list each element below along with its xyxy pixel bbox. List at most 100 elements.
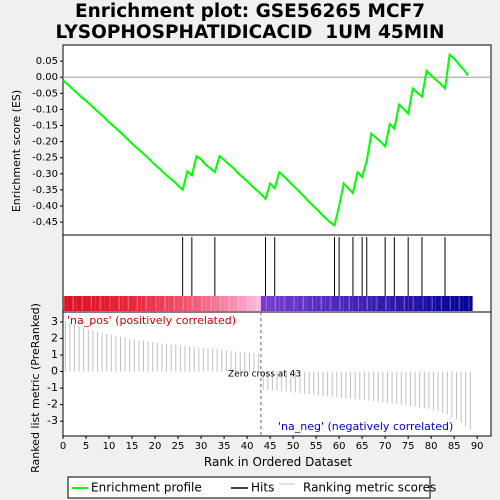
negative-label: 'na_neg' (negatively correlated) [278,420,453,433]
heatbar-cell [145,296,151,311]
heatbar-cell [260,296,266,311]
heatbar-cell [256,296,261,311]
title-line-2: LYSOPHOSPHATIDICACID 1UM 45MIN [55,22,445,43]
heatbar-cell [302,296,307,311]
heatbar-cell [279,296,284,311]
es-y-tick-label: -0.40 [32,201,58,212]
x-tick-label: 80 [425,441,438,452]
x-tick-label: 60 [333,441,346,452]
es-y-axis: -0.45 -0.40 -0.35 -0.30 -0.25 -0.20 -0.15 -0.10… [32,56,63,228]
heatbar-cell [132,296,137,311]
heatbar-cell [283,296,289,311]
es-y-tick-label: -0.30 [32,169,58,180]
heatbar-cell [366,296,372,311]
x-axis: 0 5 10 15 20 25 30 35 40 45 50 55 60 65 70 75 80 85 90 [60,436,484,452]
heatbar-cell [329,296,335,311]
heatbar-cell [371,296,376,311]
x-tick-label: 10 [103,441,116,452]
page-title: Enrichment plot: GSE56265 MCF7 LYSOPHOSPH… [0,1,500,43]
heatbar-cell [325,296,330,311]
heatbar-cell [141,296,146,311]
ranking-y-tick-label: -2 [47,398,58,411]
es-panel [62,44,492,236]
heatbar-cell [385,296,390,311]
x-tick-label: 35 [218,441,231,452]
es-y-tick-label: 0.05 [36,56,58,67]
heatbar-cell [352,296,358,311]
es-y-tick-label: 0.00 [36,72,58,83]
ranking-y-tick-label: 1 [51,348,58,361]
legend-box [67,476,431,499]
x-tick-label: 65 [356,441,369,452]
legend-label-hits: Hits [251,481,274,495]
heatbar-cell [136,296,142,311]
ranking-y-axis: -3 -2 -1 0 1 2 3 [47,315,63,427]
heatbar-cell [454,296,459,311]
x-tick-label: 85 [448,441,461,452]
heatbar-cell [159,296,165,311]
heatbar-cell [86,296,91,311]
heatbar-cell [155,296,160,311]
heatbar-cell [127,296,132,311]
heatbar-cell [463,296,468,311]
heatbar-cell [219,296,225,311]
ranking-bars [64,321,471,430]
es-y-tick-label: -0.45 [32,217,58,228]
heatbar-cell [334,296,340,311]
ranking-y-tick-label: 3 [51,315,58,328]
heatbar-cell [122,296,128,311]
heatbar-cell [95,296,100,311]
heatbar-cell [408,296,413,311]
heatbar-cell [343,296,349,311]
heatbar-cell [237,296,243,311]
heatbar-cell [417,296,422,311]
heatbar-cell [228,296,234,311]
heatbar-cell [380,296,386,311]
heatbar-cell [224,296,229,311]
es-y-tick-label: -0.25 [32,153,58,164]
positive-label: 'na_pos' (positively correlated) [67,314,236,327]
es-y-tick-label: -0.05 [32,88,58,99]
x-tick-label: 30 [195,441,208,452]
es-y-tick-label: -0.15 [32,121,58,132]
heatbar-cell [81,296,86,311]
heatbar-cell [320,296,326,311]
x-axis-label: Rank in Ordered Dataset [204,455,352,469]
heatbar-cell [72,296,77,311]
heatbar-cell [265,296,271,311]
heatbar-cell [242,296,248,311]
heatbar-cell [440,296,445,311]
heatbar-cell [67,296,73,311]
heatbar-cell [297,296,303,311]
hit-lines [182,237,446,296]
heatbar-cell [76,296,82,311]
heatbar-cell [468,296,473,311]
heatbar-cell [458,296,464,311]
x-tick-label: 75 [402,441,415,452]
heatbar-cell [63,296,68,311]
heatbar-cell [173,296,179,311]
heatbar-cell [182,296,188,311]
heatbar-cell [422,296,427,311]
heatbar-cell [201,296,206,311]
heatbar-cell [339,296,344,311]
heatbar-cell [431,296,436,311]
x-tick-label: 45 [264,441,277,452]
heatbar-cell [113,296,119,311]
es-y-tick-label: -0.35 [32,185,58,196]
heatbar-cell [375,296,381,311]
heatbar-cell [104,296,109,311]
heatbar-cell [399,296,404,311]
heatbar-cell [150,296,155,311]
heatbar-cell [293,296,298,311]
ranking-y-tick-label: 2 [51,331,58,344]
heatbar-cell [311,296,317,311]
heatbar-cell [118,296,123,311]
heatbar-cell [191,296,197,311]
enrichment-curve [62,52,469,227]
zero-cross-label: Zero cross at 43 [228,370,301,380]
x-tick-label: 15 [126,441,139,452]
x-tick-label: 5 [83,441,89,452]
ranking-y-axis-label: Ranked list metric (PreRanked) [29,303,42,473]
heatbar-cell [288,296,294,311]
